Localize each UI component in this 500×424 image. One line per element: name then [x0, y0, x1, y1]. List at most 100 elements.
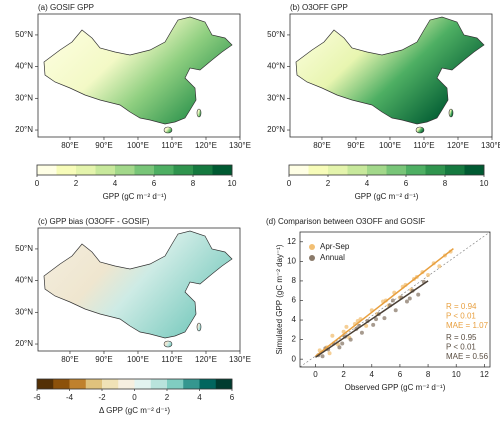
map-frame	[37, 227, 241, 352]
scatter-point	[344, 324, 349, 329]
colorbar-tick-label: 6	[152, 179, 157, 188]
legend-marker	[309, 255, 315, 261]
colorbar-cell	[464, 165, 485, 175]
legend-label: Annual	[320, 253, 345, 262]
y-tick-label: 40°N	[15, 62, 33, 71]
x-tick-label: 90°E	[95, 141, 112, 150]
colorbar-tick-label: 4	[197, 393, 202, 402]
colorbar-cell	[215, 379, 233, 389]
stat-text: P < 0.01	[446, 312, 476, 321]
scatter-point	[337, 345, 342, 350]
colorbar-cell	[69, 379, 87, 389]
y-tick-label: 40°N	[267, 62, 285, 71]
colorbar-cell	[150, 379, 168, 389]
y-tick-label: 30°N	[15, 93, 33, 102]
map-frame	[289, 13, 493, 138]
stat-text: MAE = 1.07	[446, 321, 489, 330]
scatter-point	[404, 299, 409, 304]
y-tick-label: 50°N	[15, 30, 33, 39]
colorbar-cell	[183, 379, 200, 389]
legend-marker	[309, 244, 315, 250]
scatter-point	[330, 333, 335, 338]
colorbar-cell	[53, 379, 70, 389]
x-tick-label: 8	[426, 370, 431, 379]
scatter-point	[426, 273, 431, 278]
x-axis-label: Observed GPP (gC m⁻² d⁻¹)	[345, 383, 446, 392]
y-tick-label: 6	[292, 296, 297, 305]
scatter-point	[382, 316, 387, 321]
y-tick-label: 30°N	[15, 307, 33, 316]
x-tick-label: 100°E	[379, 141, 401, 150]
colorbar-tick-label: 0	[35, 179, 40, 188]
scatter-point	[364, 323, 369, 328]
y-tick-label: 10	[287, 256, 296, 265]
x-tick-label: 12	[480, 370, 489, 379]
colorbar-cell	[37, 165, 57, 175]
colorbar-tick-label: 2	[165, 393, 170, 402]
scatter-point	[407, 296, 412, 301]
stat-text: R = 0.95	[446, 333, 477, 342]
x-tick-label: 80°E	[61, 141, 78, 150]
map-frame	[37, 13, 241, 138]
scatter-point	[393, 308, 398, 313]
colorbar-tick-label: 6	[404, 179, 409, 188]
colorbar-cell	[167, 379, 184, 389]
scatter-point	[359, 330, 364, 335]
colorbar-cell	[386, 165, 407, 175]
colorbar-cell	[102, 379, 119, 389]
colorbar-tick-label: 8	[191, 179, 196, 188]
colorbar-cell	[115, 165, 135, 175]
colorbar-tick-label: 2	[326, 179, 331, 188]
y-tick-label: 0	[292, 354, 297, 363]
colorbar-cell	[199, 379, 217, 389]
x-tick-label: 120°E	[195, 355, 217, 364]
x-tick-label: 130°E	[229, 141, 251, 150]
colorbar-cell	[445, 165, 465, 175]
colorbar-cell	[328, 165, 348, 175]
colorbar-cell	[56, 165, 77, 175]
y-tick-label: 20°N	[15, 125, 33, 134]
x-tick-label: 110°E	[161, 141, 182, 150]
x-tick-label: 100°E	[127, 141, 149, 150]
x-tick-label: 120°E	[195, 141, 217, 150]
stat-text: R = 0.94	[446, 302, 477, 311]
colorbar-label: GPP (gC m⁻² d⁻¹)	[355, 192, 419, 201]
x-tick-label: 0	[313, 370, 318, 379]
scatter-point	[327, 351, 332, 356]
colorbar-cell	[308, 165, 329, 175]
x-tick-label: 6	[398, 370, 403, 379]
one-to-one-line	[299, 231, 491, 368]
colorbar-cell	[85, 379, 103, 389]
colorbar-cell	[154, 165, 174, 175]
colorbar-cell	[134, 165, 155, 175]
panel-title: (d) Comparison between O3OFF and GOSIF	[266, 217, 425, 226]
colorbar-cell	[95, 165, 116, 175]
colorbar-label: GPP (gC m⁻² d⁻¹)	[103, 192, 167, 201]
colorbar-tick-label: 4	[365, 179, 370, 188]
scatter-point	[371, 322, 376, 327]
x-tick-label: 4	[370, 370, 375, 379]
colorbar-tick-label: -4	[66, 393, 74, 402]
x-tick-label: 90°E	[347, 141, 364, 150]
country-outline	[43, 16, 233, 134]
colorbar-cell	[193, 165, 213, 175]
map-area	[43, 16, 233, 134]
stat-text: MAE = 0.56	[446, 352, 489, 361]
colorbar-cell	[367, 165, 387, 175]
scatter-point	[374, 317, 378, 322]
panel-title: (b) O3OFF GPP	[290, 3, 348, 12]
x-tick-label: 2	[341, 370, 346, 379]
y-tick-label: 2	[292, 335, 297, 344]
plot-frame	[299, 231, 491, 368]
y-tick-label: 8	[292, 276, 297, 285]
colorbar-tick-label: 2	[74, 179, 79, 188]
scatter-point	[348, 337, 353, 342]
colorbar-cell	[134, 379, 152, 389]
colorbar-frame	[288, 164, 485, 176]
colorbar-cell	[173, 165, 194, 175]
x-tick-label: 110°E	[413, 141, 434, 150]
map-area	[295, 16, 485, 134]
y-tick-label: 12	[287, 237, 296, 246]
x-tick-label: 90°E	[95, 355, 112, 364]
